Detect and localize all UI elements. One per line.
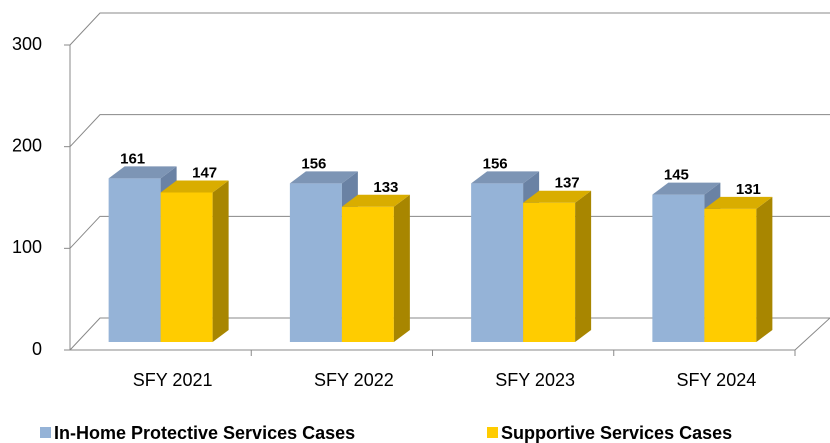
bar-front: [108, 178, 161, 342]
value-label: 156: [301, 155, 326, 172]
value-label: 147: [192, 165, 217, 182]
bar-top: [160, 180, 229, 193]
y-tick-label: 300: [12, 34, 42, 54]
bar-front: [652, 194, 705, 342]
bar: [523, 190, 592, 342]
bar-top: [108, 166, 177, 179]
y-tick-label: 0: [32, 339, 42, 359]
bar-front: [523, 202, 576, 342]
bar-side: [393, 194, 410, 342]
bar: [341, 194, 410, 342]
x-tick-label: SFY 2021: [133, 370, 213, 390]
bar-top: [341, 194, 410, 207]
legend-label: Supportive Services Cases: [501, 423, 732, 443]
bar-side: [212, 180, 229, 342]
bar-front: [160, 192, 213, 342]
legend-swatch: [487, 427, 498, 438]
bar-front: [704, 208, 757, 342]
bar: [160, 180, 229, 342]
bar-side: [756, 196, 773, 342]
bar-top: [289, 171, 358, 184]
bar-top: [704, 196, 773, 209]
x-tick-label: SFY 2023: [495, 370, 575, 390]
legend-swatch: [40, 427, 51, 438]
grid-line: [69, 12, 830, 46]
bar-top: [471, 171, 540, 184]
bar-top: [652, 182, 721, 195]
value-label: 156: [483, 155, 508, 172]
bar-side: [575, 190, 592, 342]
grid-line: [69, 114, 830, 148]
y-tick-label: 200: [12, 135, 42, 155]
x-tick-label: SFY 2024: [677, 370, 757, 390]
x-tick-label: SFY 2022: [314, 370, 394, 390]
bar-front: [471, 183, 524, 342]
value-label: 133: [373, 179, 398, 196]
bar-top: [523, 190, 592, 203]
value-label: 161: [120, 150, 145, 167]
y-tick-label: 100: [12, 237, 42, 257]
bar: [704, 196, 773, 342]
bar-front: [341, 206, 394, 342]
value-label: 145: [664, 167, 689, 184]
legend-label: In-Home Protective Services Cases: [54, 423, 355, 443]
value-label: 131: [736, 181, 761, 198]
bar-front: [289, 183, 342, 342]
value-label: 137: [555, 175, 580, 192]
